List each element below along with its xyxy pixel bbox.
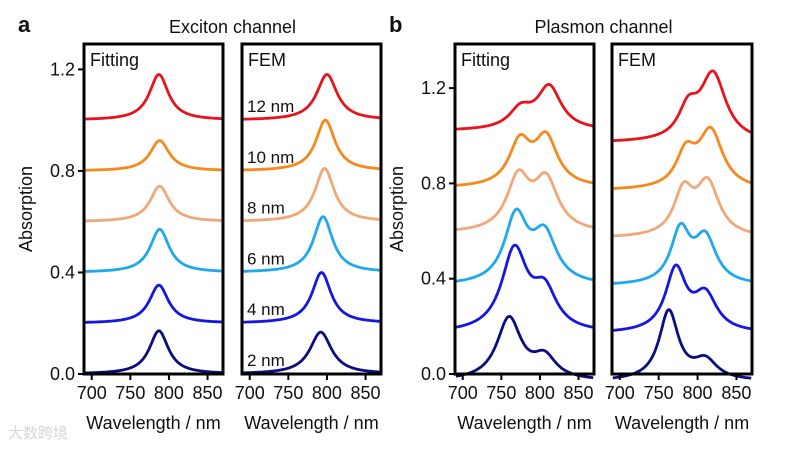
x-tick-label: 800 — [525, 383, 555, 403]
series-line-2-nm — [242, 330, 381, 375]
x-tick-label: 700 — [235, 383, 265, 403]
series-line-8-nm — [455, 168, 594, 232]
x-tick-label: 850 — [564, 383, 594, 403]
series-line-8-nm — [612, 176, 752, 238]
series-line-2-nm — [84, 329, 223, 375]
y-tick-label: 0.4 — [50, 262, 75, 282]
thickness-label: 8 nm — [247, 199, 285, 218]
plot-frame — [240, 42, 383, 376]
x-axis-label: Wavelength / nm — [86, 413, 220, 433]
series-line-4-nm — [84, 283, 223, 324]
panel-label: FEM — [618, 50, 656, 70]
series-line-6-nm — [84, 227, 223, 273]
y-tick-label: 1.2 — [50, 59, 75, 79]
series-line-10-nm — [84, 139, 223, 172]
panel-1 — [240, 42, 383, 380]
x-tick-label: 800 — [683, 383, 713, 403]
series-line-12-nm — [455, 83, 594, 131]
x-axis-label: Wavelength / nm — [615, 413, 749, 433]
series-line-2-nm — [612, 308, 752, 380]
panel-label: Fitting — [461, 50, 510, 70]
panel-letter: b — [389, 12, 402, 37]
x-tick-label: 750 — [644, 383, 674, 403]
series-line-6-nm — [612, 221, 752, 285]
x-tick-label: 700 — [448, 383, 478, 403]
series-line-4-nm — [612, 263, 752, 332]
x-tick-label: 700 — [605, 383, 635, 403]
series-line-8-nm — [242, 167, 381, 222]
panel-3 — [610, 42, 754, 380]
series-line-4-nm — [455, 243, 594, 329]
thickness-label: 2 nm — [247, 351, 285, 370]
x-axis-label: Wavelength / nm — [244, 413, 378, 433]
x-tick-label: 750 — [115, 383, 145, 403]
x-tick-label: 700 — [77, 383, 107, 403]
panel-2 — [449, 42, 596, 380]
thickness-label: 12 nm — [247, 97, 294, 116]
panel-label: FEM — [248, 50, 286, 70]
y-axis-label: Absorption — [387, 166, 407, 252]
panel-label: Fitting — [90, 50, 139, 70]
x-tick-label: 850 — [721, 383, 751, 403]
x-tick-label: 850 — [351, 383, 381, 403]
y-tick-label: 0.0 — [421, 364, 446, 384]
plot-frame — [82, 42, 225, 376]
series-line-10-nm — [455, 130, 594, 187]
series-line-8-nm — [84, 184, 223, 223]
series-line-12-nm — [242, 73, 381, 121]
panel-0 — [78, 42, 225, 380]
series-line-2-nm — [455, 315, 594, 380]
series-line-4-nm — [242, 271, 381, 324]
plot-frame — [453, 42, 596, 376]
x-tick-label: 750 — [486, 383, 516, 403]
y-axis-label: Absorption — [16, 166, 36, 252]
y-tick-label: 0.0 — [50, 364, 75, 384]
x-axis-label: Wavelength / nm — [457, 413, 591, 433]
series-line-12-nm — [84, 73, 223, 121]
thickness-label: 10 nm — [247, 148, 294, 167]
group-title: Exciton channel — [169, 17, 296, 37]
series-line-10-nm — [612, 125, 752, 190]
plot-frame — [610, 42, 754, 376]
y-tick-label: 0.4 — [421, 269, 446, 289]
series-line-12-nm — [612, 69, 752, 142]
panel-letter: a — [18, 12, 31, 37]
series-line-6-nm — [242, 215, 381, 273]
x-tick-label: 850 — [193, 383, 223, 403]
watermark: 大数跨境 — [8, 424, 69, 442]
y-tick-label: 0.8 — [50, 161, 75, 181]
thickness-label: 6 nm — [247, 249, 285, 268]
y-tick-label: 0.8 — [421, 173, 446, 193]
x-tick-label: 750 — [273, 383, 303, 403]
series-line-6-nm — [455, 207, 594, 283]
y-tick-label: 1.2 — [421, 78, 446, 98]
series-line-10-nm — [242, 118, 381, 172]
x-tick-label: 800 — [312, 383, 342, 403]
thickness-label: 4 nm — [247, 300, 285, 319]
x-tick-label: 800 — [154, 383, 184, 403]
group-title: Plasmon channel — [534, 17, 672, 37]
